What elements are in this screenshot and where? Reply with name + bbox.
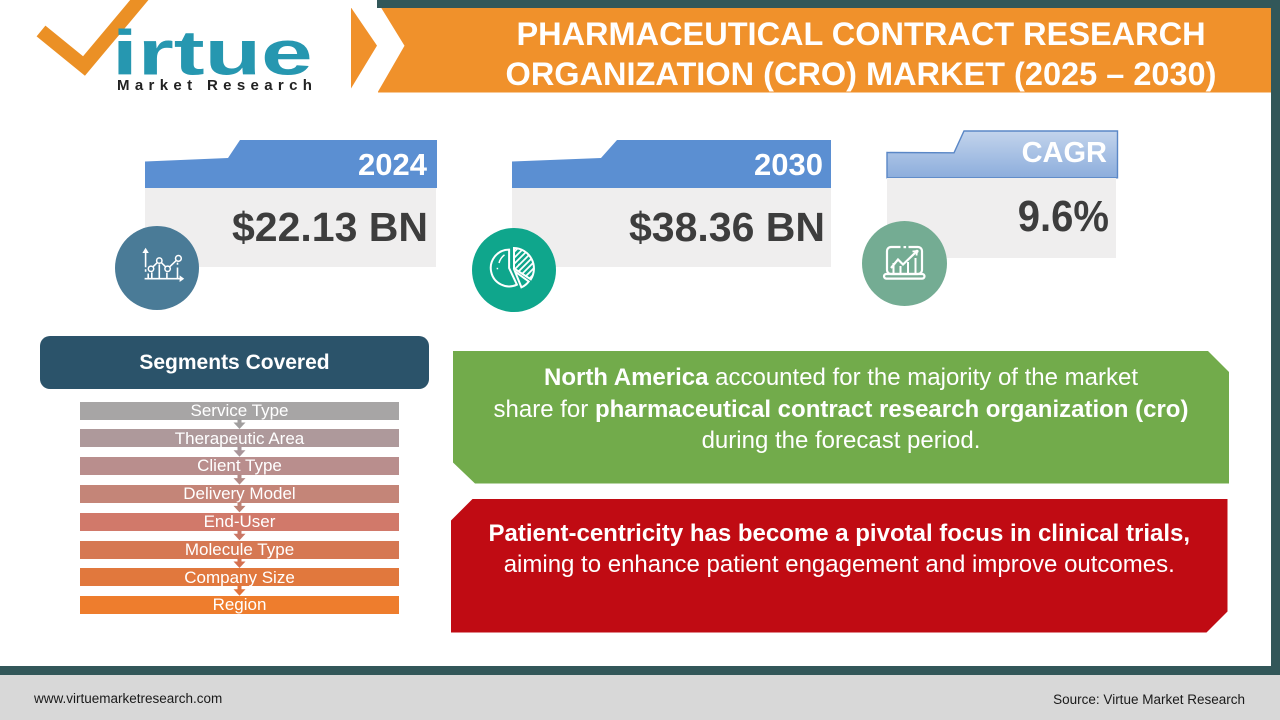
svg-text:Market Research: Market Research xyxy=(117,77,317,94)
svg-text:irtue: irtue xyxy=(112,17,313,88)
